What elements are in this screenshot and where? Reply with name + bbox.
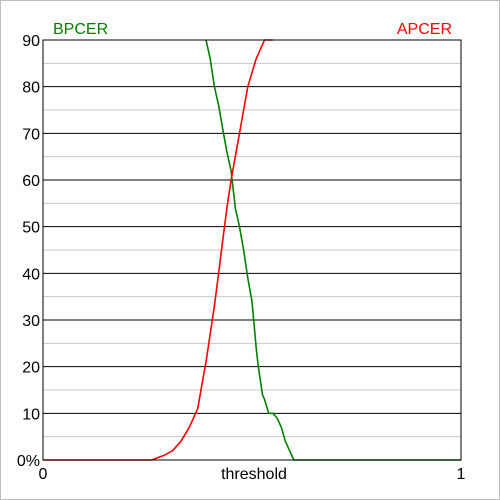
grid-lines	[43, 39, 461, 461]
legend-bpcer: BPCER	[53, 21, 108, 38]
y-tick-label: 40	[22, 266, 40, 283]
series-line-bpcer	[205, 39, 461, 461]
y-tick-label: 0%	[17, 453, 40, 470]
plot-border	[42, 39, 462, 461]
y-tick-label: 60	[22, 173, 40, 190]
legend-apcer: APCER	[397, 21, 452, 38]
y-tick-label: 90	[22, 33, 40, 50]
y-tick-label: 70	[22, 126, 40, 143]
y-tick-label: 10	[22, 406, 40, 423]
y-tick-label: 30	[22, 313, 40, 330]
x-tick-label: 1	[457, 466, 466, 483]
series-line-apcer	[43, 39, 273, 461]
tick-labels: 0% 10 20 30 40 50 60 70 80 90 0 1	[17, 33, 466, 483]
x-tick-label: 0	[39, 466, 48, 483]
axes	[42, 39, 462, 461]
y-tick-label: 50	[22, 220, 40, 237]
y-tick-label: 20	[22, 360, 40, 377]
series-layer	[43, 39, 461, 461]
y-tick-label: 80	[22, 80, 40, 97]
x-axis-label: threshold	[221, 466, 287, 483]
